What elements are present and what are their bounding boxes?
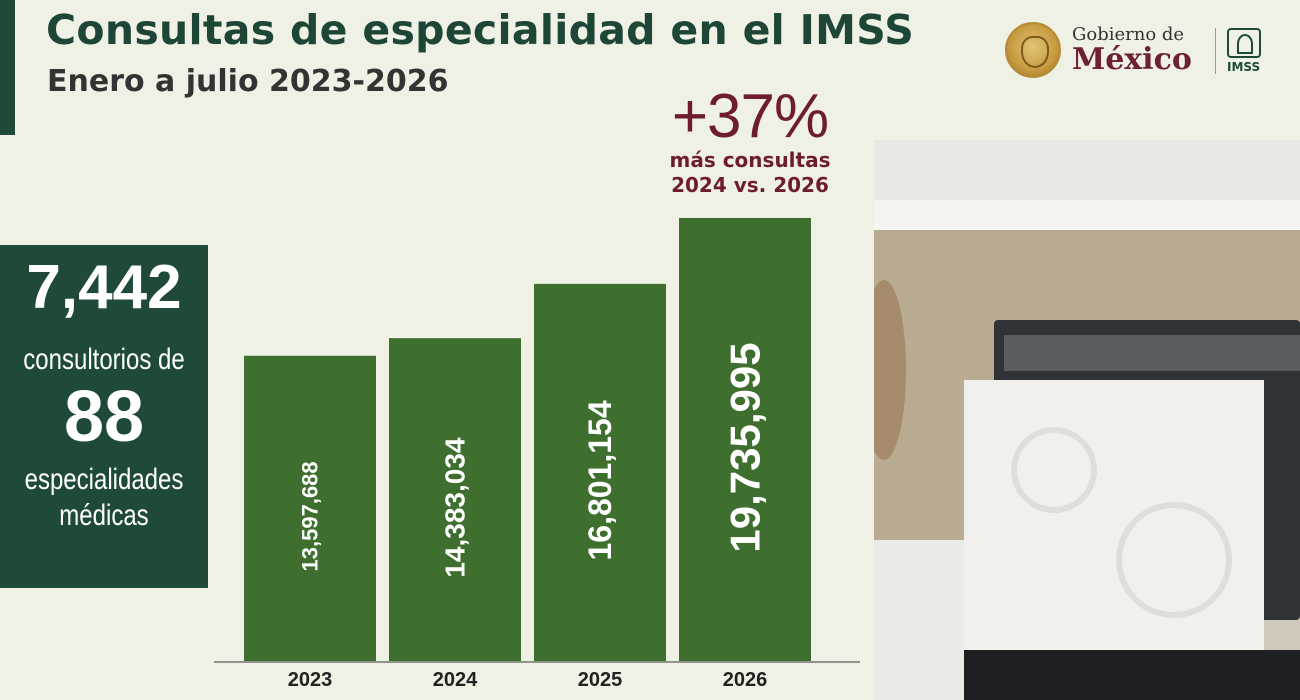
growth-annotation: +37% más consultas 2024 vs. 2026 <box>660 86 840 198</box>
page-title: Consultas de especialidad en el IMSS <box>46 6 915 54</box>
logo-imss-text: IMSS <box>1227 60 1261 74</box>
national-seal-icon <box>1005 22 1061 78</box>
x-tick-label-2023: 2023 <box>288 669 333 691</box>
bar-value-label-2024: 14,383,034 <box>440 437 471 578</box>
consultorios-label: consultorios de <box>23 343 185 376</box>
especialidades-number: 88 <box>63 377 145 457</box>
logo-divider <box>1215 28 1216 74</box>
page-subtitle: Enero a julio 2023-2026 <box>47 64 449 99</box>
x-tick-label-2024: 2024 <box>433 669 478 691</box>
stat-box: 7,442 consultorios de 88 especialidades … <box>0 245 208 588</box>
especialidades-label-line2: médicas <box>59 499 149 532</box>
growth-percent: +37% <box>671 82 829 151</box>
bar-2024 <box>389 338 521 661</box>
logo-gobierno-text: Gobierno de <box>1072 24 1185 45</box>
x-tick-label-2026: 2026 <box>723 669 768 691</box>
growth-label-line2: 2024 vs. 2026 <box>671 173 829 197</box>
consultorios-number: 7,442 <box>26 253 182 322</box>
bar-value-label-2025: 16,801,154 <box>582 400 618 560</box>
logo-mexico-text: México <box>1072 42 1192 77</box>
header-accent-bar <box>0 0 15 135</box>
bar-value-label-2023: 13,597,688 <box>298 461 323 571</box>
bar-2026 <box>679 218 811 661</box>
growth-label-line1: más consultas <box>669 148 831 172</box>
bar-2023 <box>244 355 376 661</box>
imss-emblem-icon <box>1227 28 1261 58</box>
photo-illustration <box>874 140 1300 700</box>
bar-2025 <box>534 283 666 661</box>
gobierno-imss-logo: Gobierno de México IMSS <box>1005 20 1275 82</box>
camera-photo <box>874 140 1300 700</box>
especialidades-label-line1: especialidades <box>24 463 184 496</box>
especialidades-label: especialidades médicas <box>21 462 187 534</box>
bar-value-label-2026: 19,735,995 <box>722 342 769 552</box>
x-tick-label-2025: 2025 <box>578 669 623 691</box>
bar-chart: 13,597,688 2023 14,383,034 2024 16,801,154 20… <box>214 218 860 691</box>
